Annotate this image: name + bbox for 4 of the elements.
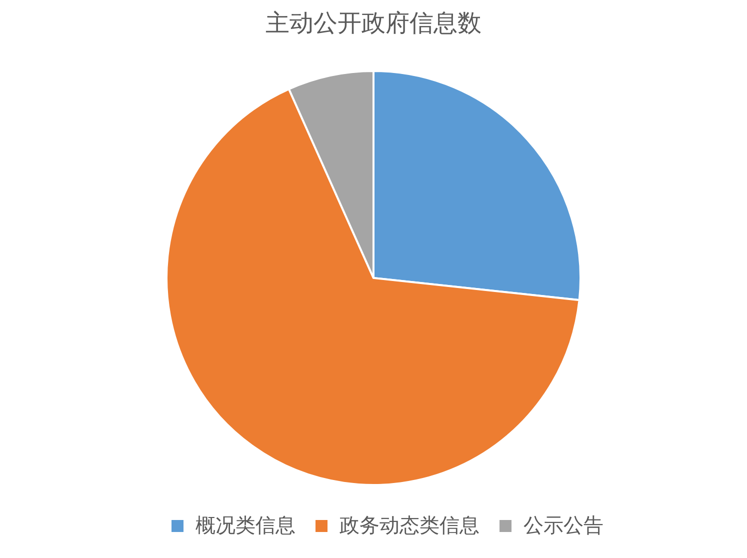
legend-label: 公示公告 xyxy=(524,515,604,537)
legend-label: 概况类信息 xyxy=(196,515,296,537)
legend-label: 政务动态类信息 xyxy=(340,515,480,537)
chart-title: 主动公开政府信息数 xyxy=(266,10,482,37)
